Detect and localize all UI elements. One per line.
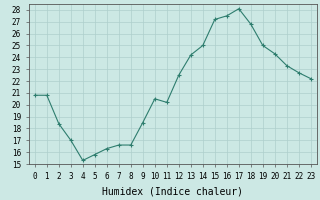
X-axis label: Humidex (Indice chaleur): Humidex (Indice chaleur) [102, 186, 243, 196]
